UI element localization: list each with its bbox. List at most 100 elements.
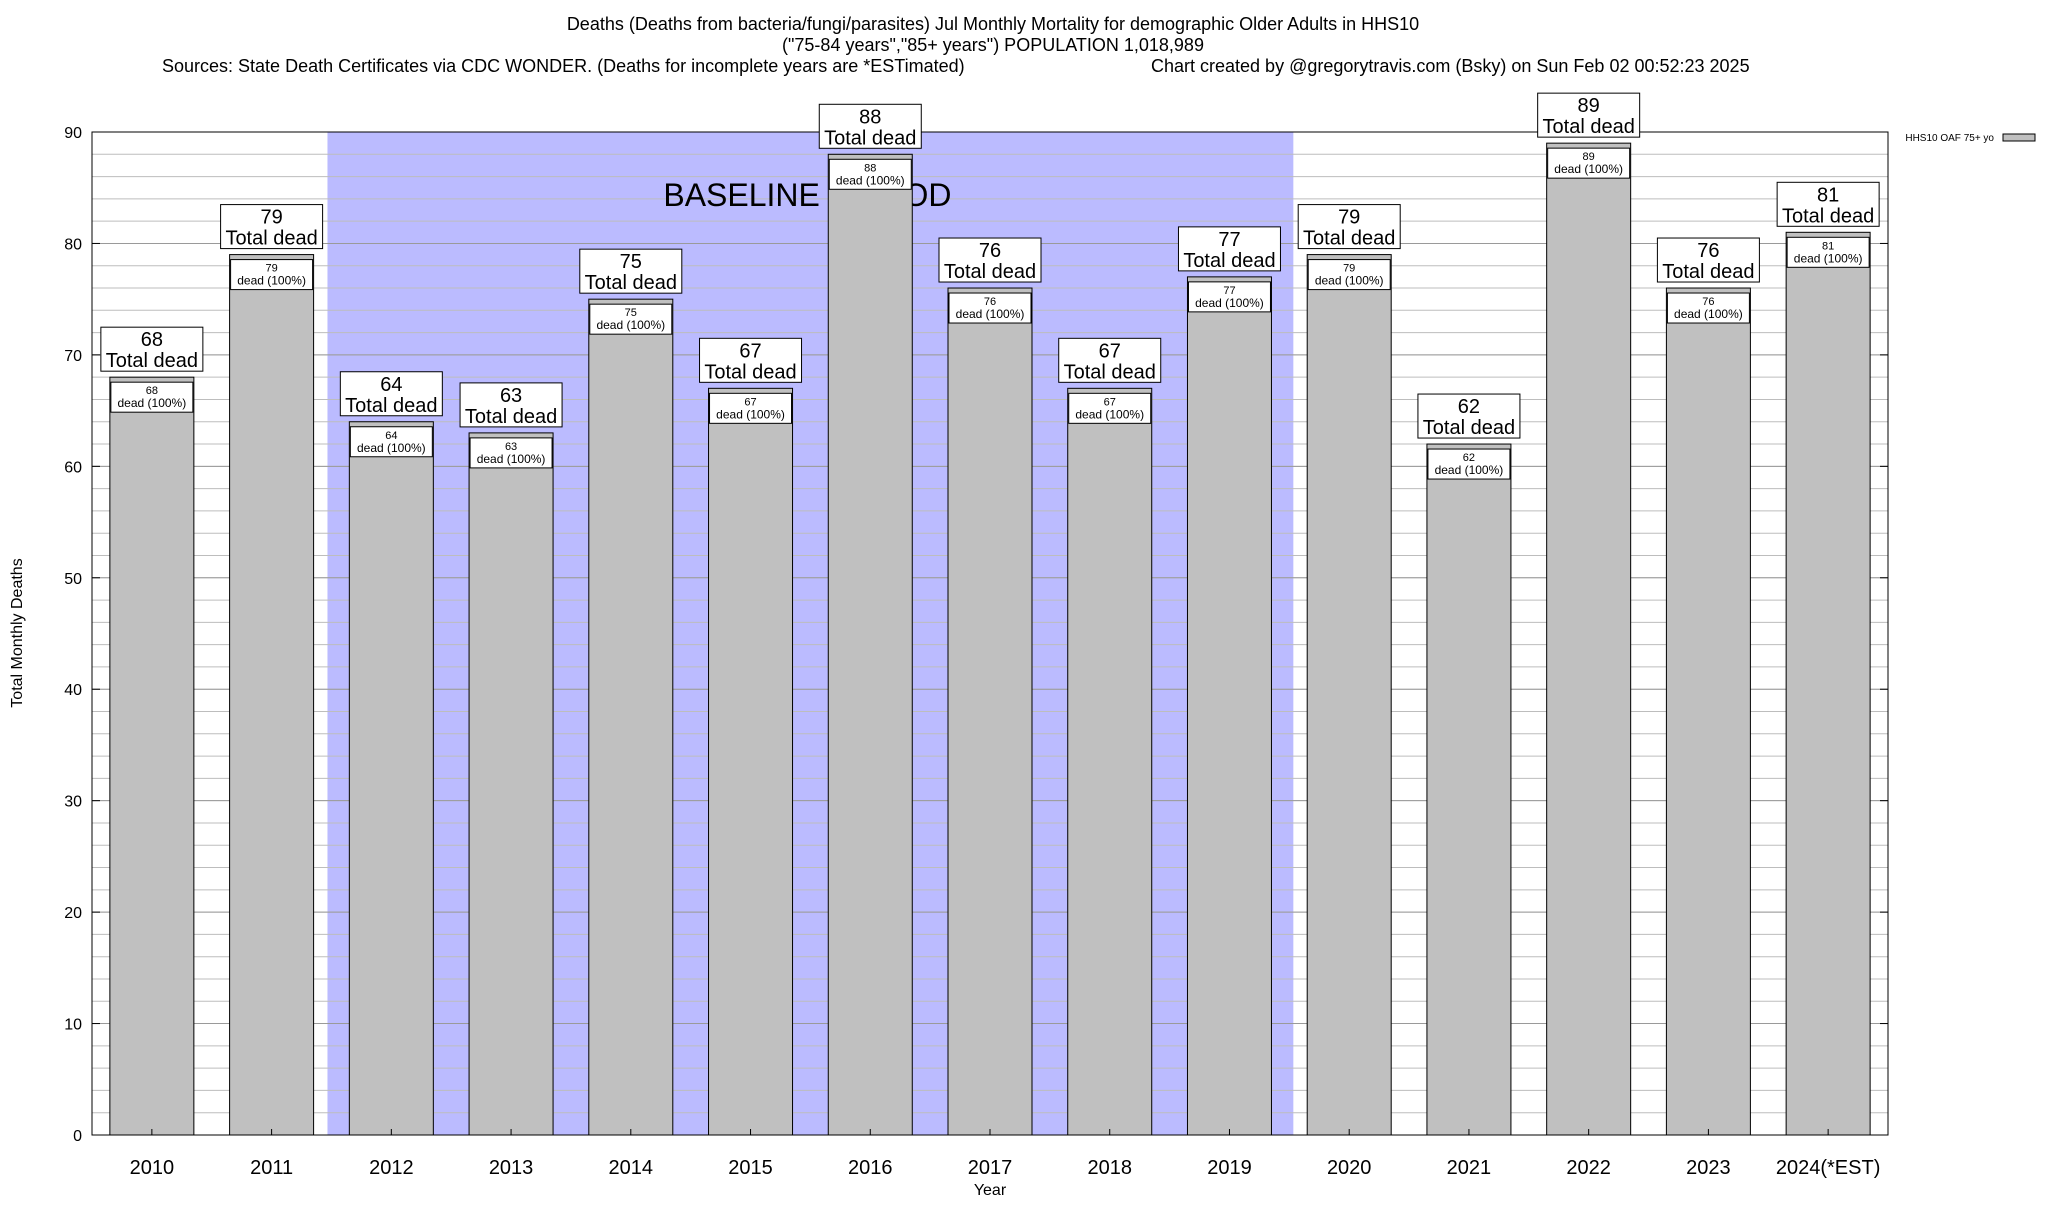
chart-source-text: Sources: State Death Certificates via CD…	[162, 56, 965, 76]
bar-inner-label-text: dead (100%)	[1435, 463, 1504, 477]
bar-top-label-value: 62	[1458, 396, 1480, 418]
bar-inner-label-box	[469, 437, 553, 469]
bar-inner-label-value: 89	[1583, 151, 1595, 163]
bar	[588, 298, 674, 1136]
bar-inner-label-text: dead (100%)	[237, 274, 306, 288]
y-tick-label: 30	[64, 794, 82, 811]
bar-inner-label-box	[1187, 281, 1271, 313]
bar-inner-label-value: 68	[146, 385, 158, 397]
bar-inner-label-value: 88	[864, 162, 876, 174]
bar-top-label-value: 63	[500, 385, 522, 407]
bar-top-label-text: Total dead	[704, 361, 796, 383]
chart-title-line-2: ("75-84 years","85+ years") POPULATION 1…	[782, 35, 1204, 55]
x-tick-label: 2016	[848, 1157, 893, 1179]
bar-top-label-box	[220, 204, 324, 250]
bar-top-label-box	[1537, 92, 1641, 138]
bar-top-label-value: 75	[620, 251, 642, 273]
bar-top-label-value: 77	[1218, 229, 1240, 251]
bar-inner-label-value: 67	[744, 396, 756, 408]
bar	[1067, 387, 1153, 1136]
y-tick-label: 90	[64, 125, 82, 142]
bar	[1665, 287, 1751, 1136]
bar-top-label-value: 76	[979, 240, 1001, 262]
bar-inner-label-text: dead (100%)	[836, 173, 905, 187]
bar-top-label-box	[100, 326, 204, 372]
bar-top-label-box	[1058, 337, 1162, 383]
legend-label: HHS10 OAF 75+ yo	[1905, 133, 1994, 144]
x-tick-label: 2017	[968, 1157, 1013, 1179]
bar-inner-label-box	[589, 303, 673, 335]
y-tick-label: 70	[64, 348, 82, 365]
bar-top-label-text: Total dead	[106, 350, 198, 372]
bar	[109, 376, 195, 1136]
bar-inner-label-text: dead (100%)	[1075, 407, 1144, 421]
bar-inner-label-text: dead (100%)	[357, 441, 426, 455]
bar-inner-label-box	[1427, 448, 1511, 480]
bar-top-label-value: 64	[380, 374, 402, 396]
bar-top-label-box	[1776, 181, 1880, 227]
y-tick-label: 50	[64, 571, 82, 588]
bar	[1186, 276, 1272, 1136]
bar-inner-label-text: dead (100%)	[1794, 251, 1863, 265]
bar	[708, 387, 794, 1136]
bar-inner-label-box	[1786, 236, 1870, 268]
bar-inner-label-box	[1307, 259, 1391, 291]
bar-top-label-value: 68	[141, 329, 163, 351]
y-tick-label: 60	[64, 459, 82, 476]
bar-top-label-text: Total dead	[824, 127, 916, 149]
bar-inner-label-text: dead (100%)	[716, 407, 785, 421]
y-axis-title: Total Monthly Deaths	[9, 558, 26, 707]
x-tick-label: 2021	[1447, 1157, 1492, 1179]
bar-top-label-box	[938, 237, 1042, 283]
bar	[947, 287, 1033, 1136]
bar-top-label-text: Total dead	[1064, 361, 1156, 383]
bar-inner-label-box	[110, 381, 194, 413]
bar-inner-label-value: 79	[265, 263, 277, 275]
bar-top-label-text: Total dead	[944, 261, 1036, 283]
x-tick-label: 2022	[1566, 1157, 1611, 1179]
bar-top-label-text: Total dead	[225, 228, 317, 250]
bar	[1306, 254, 1392, 1136]
bar-top-label-box	[1656, 237, 1760, 283]
bar-inner-label-text: dead (100%)	[1674, 307, 1743, 321]
x-tick-label: 2011	[250, 1157, 293, 1179]
x-tick-label: 2020	[1327, 1157, 1372, 1179]
bar	[827, 153, 913, 1136]
x-axis-title: Year	[974, 1182, 1007, 1199]
bar-top-label-value: 89	[1578, 95, 1600, 117]
bar	[1426, 443, 1512, 1136]
chart-credit-text: Chart created by @gregorytravis.com (Bsk…	[1151, 56, 1750, 76]
bar	[1785, 231, 1871, 1136]
bar-top-label-text: Total dead	[465, 406, 557, 428]
bar-inner-label-value: 63	[505, 441, 517, 453]
bar-top-label-box	[459, 382, 563, 428]
bar-inner-label-text: dead (100%)	[956, 307, 1025, 321]
bar-top-label-text: Total dead	[1183, 250, 1275, 272]
bar-inner-label-value: 81	[1822, 240, 1834, 252]
bar-inner-label-box	[828, 158, 912, 190]
y-tick-label: 80	[64, 236, 82, 253]
chart-title-line-1: Deaths (Deaths from bacteria/fungi/paras…	[567, 14, 1419, 34]
bar	[468, 432, 554, 1136]
bar-inner-label-box	[709, 392, 793, 424]
bar-top-label-box	[339, 371, 443, 417]
x-tick-label: 2015	[728, 1157, 773, 1179]
bar-inner-label-box	[1547, 147, 1631, 179]
bar-top-label-value: 76	[1697, 240, 1719, 262]
bar-inner-label-box	[349, 426, 433, 458]
bar-top-label-value: 67	[1099, 340, 1121, 362]
bar-top-label-box	[1417, 393, 1521, 439]
bar-inner-label-value: 79	[1343, 263, 1355, 275]
bar-inner-label-value: 75	[625, 307, 637, 319]
y-tick-label: 20	[64, 905, 82, 922]
bar-top-label-text: Total dead	[1782, 205, 1874, 227]
x-tick-label: 2010	[130, 1157, 175, 1179]
bar-top-label-text: Total dead	[1423, 417, 1515, 439]
bar-top-label-text: Total dead	[1662, 261, 1754, 283]
bar-inner-label-value: 62	[1463, 452, 1475, 464]
bar	[229, 254, 315, 1136]
bar-inner-label-value: 77	[1223, 285, 1235, 297]
bar	[348, 421, 434, 1136]
